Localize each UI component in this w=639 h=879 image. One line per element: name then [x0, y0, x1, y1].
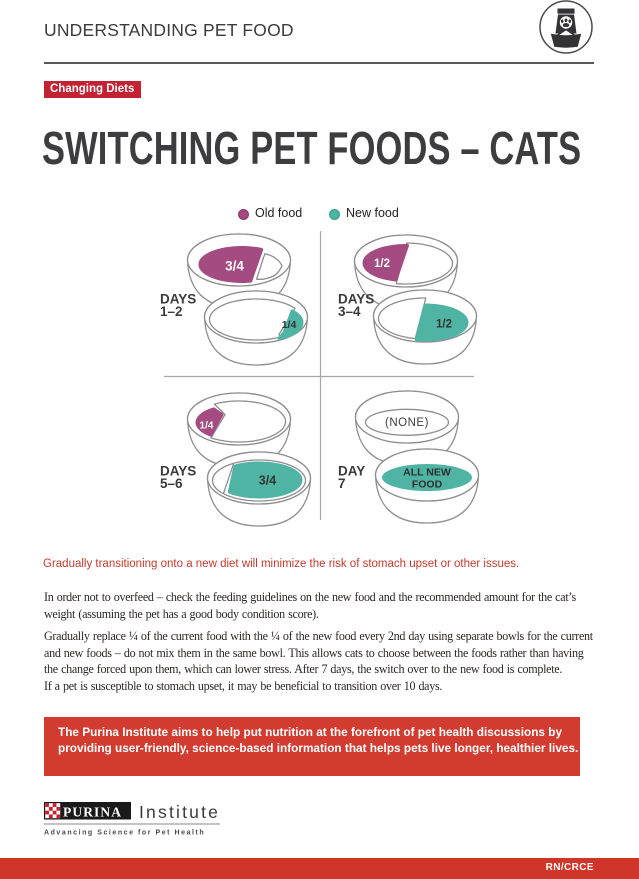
svg-text:1/2: 1/2: [436, 319, 452, 331]
svg-text:5–6: 5–6: [160, 476, 183, 491]
svg-text:FOOD: FOOD: [412, 479, 443, 491]
svg-text:PURINA: PURINA: [63, 805, 122, 820]
svg-text:ALL NEW: ALL NEW: [403, 467, 451, 479]
svg-text:Advancing Science for Pet Heal: Advancing Science for Pet Health: [44, 830, 205, 837]
svg-text:7: 7: [338, 476, 346, 491]
svg-text:1–2: 1–2: [160, 304, 183, 319]
svg-text:DAYS: DAYS: [160, 464, 196, 479]
svg-text:Institute: Institute: [139, 802, 220, 822]
svg-text:1/4: 1/4: [200, 421, 214, 432]
svg-text:DAYS: DAYS: [160, 292, 196, 307]
svg-text:DAYS: DAYS: [338, 292, 374, 307]
svg-text:3/4: 3/4: [259, 474, 276, 488]
svg-text:3/4: 3/4: [225, 259, 244, 274]
svg-text:1/4: 1/4: [282, 319, 297, 331]
svg-text:3–4: 3–4: [338, 304, 361, 319]
svg-text:(NONE): (NONE): [385, 417, 429, 429]
svg-text:DAY: DAY: [338, 464, 365, 479]
svg-text:1/2: 1/2: [374, 258, 390, 270]
